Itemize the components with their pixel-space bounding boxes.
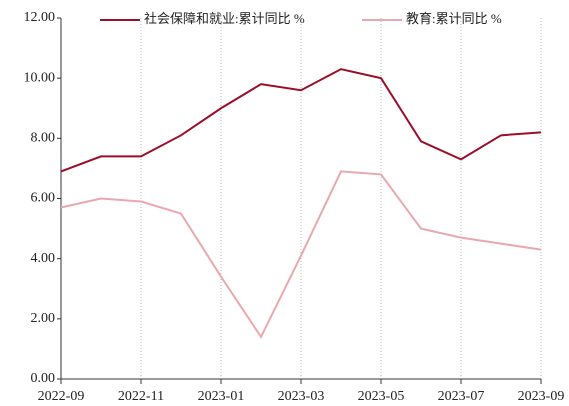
legend-label: 社会保障和就业:累计同比 % — [144, 11, 305, 26]
x-tick-label: 2023-07 — [438, 389, 485, 404]
y-tick-label: 2.00 — [31, 311, 56, 326]
x-tick-label: 2023-05 — [358, 389, 405, 404]
legend-label: 教育:累计同比 % — [406, 11, 502, 26]
y-tick-label: 0.00 — [31, 371, 56, 386]
x-tick-label: 2023-01 — [198, 389, 245, 404]
y-tick-label: 10.00 — [24, 70, 56, 85]
y-tick-label: 6.00 — [31, 191, 56, 206]
x-tick-label: 2022-09 — [38, 389, 85, 404]
x-tick-label: 2022-11 — [118, 389, 164, 404]
y-tick-label: 8.00 — [31, 131, 56, 146]
series-line — [60, 68, 542, 173]
y-tick-label: 12.00 — [24, 10, 56, 25]
x-tick-label: 2023-09 — [518, 389, 565, 404]
series-line — [60, 170, 542, 339]
y-tick-label: 4.00 — [31, 251, 56, 266]
x-tick-label: 2023-03 — [278, 389, 325, 404]
